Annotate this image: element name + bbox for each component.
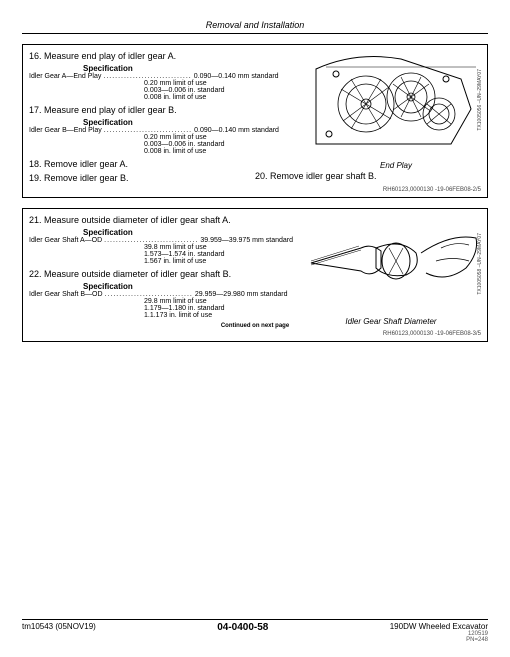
figure-shaft-diameter: TX1005058 –UN–29MAY07 Idler Gear Shaft D… [301,213,481,326]
step-19: 19. Remove idler gear B. [29,173,255,183]
figure-end-play: TX1005056 –UN–29MAY07 End Play [311,49,481,170]
shaft-diameter-illustration [301,213,481,313]
figure-side-ref-1: TX1005056 –UN–29MAY07 [477,69,483,131]
spec-val: 39.959—39.975 mm standard [200,237,293,244]
page-header: Removal and Installation [22,20,488,34]
page-footer: tm10543 (05NOV19) 04-0400-58 190DW Wheel… [22,619,488,643]
ref-code-1: RH60123,0000130 -19-06FEB08-2/5 [29,187,481,193]
spec-label: Idler Gear Shaft A—OD [29,237,102,244]
ref-code-2: RH60123,0000130 -19-06FEB08-3/5 [29,331,481,337]
spec-val: 29.959—29.980 mm standard [195,291,288,298]
figure-side-ref-2: TX1005058 –UN–29MAY07 [477,233,483,295]
figure-caption-2: Idler Gear Shaft Diameter [301,317,481,326]
end-play-illustration [311,49,481,157]
spec-label: Idler Gear Shaft B—OD [29,291,103,298]
spec-label: Idler Gear A—End Play [29,73,101,80]
footer-center: 04-0400-58 [217,622,268,633]
spec-dots: .............................. [102,127,194,134]
spec-dots: .............................. [101,73,193,80]
footer-left: tm10543 (05NOV19) [22,622,96,631]
section-box-1: TX1005056 –UN–29MAY07 End Play 16. Measu… [22,44,488,198]
spec-dots: .............................. [103,291,195,298]
spec-label: Idler Gear B—End Play [29,127,102,134]
footer-pn: PN=248 [390,637,488,643]
step-18: 18. Remove idler gear A. [29,159,255,169]
footer-right: 190DW Wheeled Excavator 120519 PN=248 [390,622,488,643]
footer-model: 190DW Wheeled Excavator [390,622,488,631]
section-box-2: TX1005058 –UN–29MAY07 Idler Gear Shaft D… [22,208,488,342]
spec-val: 0.090—0.140 mm standard [194,127,279,134]
spec-dots: ................................ [102,237,200,244]
step-20: 20. Remove idler gear shaft B. [255,171,481,181]
figure-caption-1: End Play [311,161,481,170]
spec-val: 0.090—0.140 mm standard [194,73,279,80]
